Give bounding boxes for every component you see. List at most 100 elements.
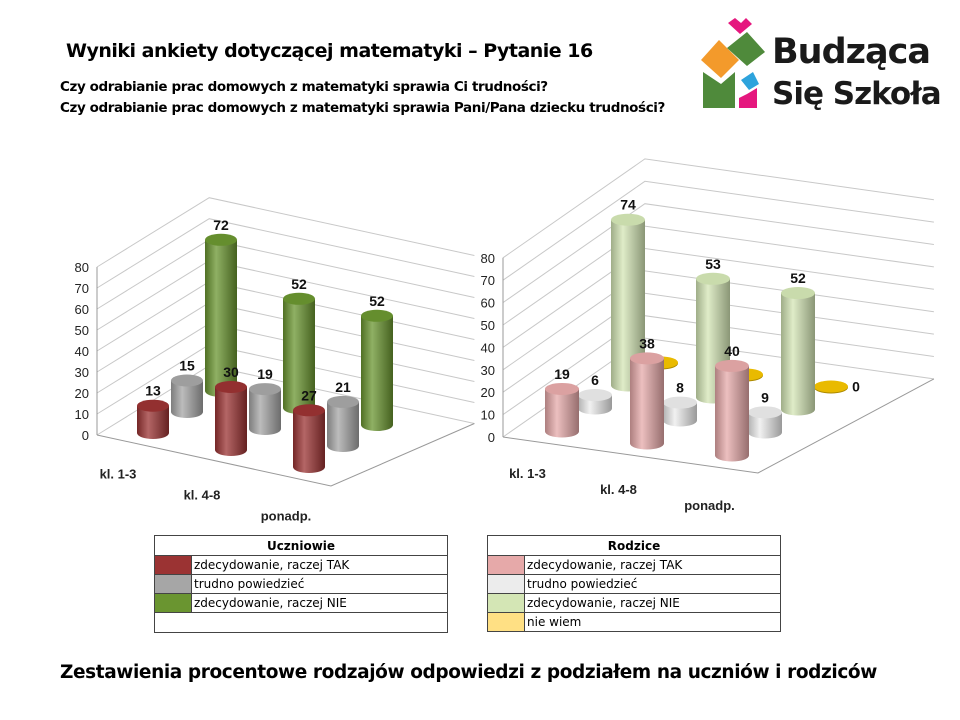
bar-body [293,410,325,473]
legend-parents: Rodzice zdecydowanie, raczej TAK trudno … [487,535,781,632]
y-tick-label: 70 [481,273,495,288]
logo-text-line1: Budząca [772,32,930,72]
legend-label: zdecydowanie, raczej NIE [524,593,781,613]
data-label: 0 [852,379,860,395]
y-tick-label: 40 [75,344,89,359]
data-label: 30 [223,364,239,380]
bar-top [663,396,697,409]
bar: 40 [715,343,749,462]
bar: 8 [663,380,697,427]
data-label: 27 [301,387,317,403]
category-label: ponadp. [684,498,735,513]
category-label: kl. 4-8 [184,488,221,503]
data-label: 13 [145,383,161,399]
bar-body [327,401,359,452]
bar-body [205,239,237,397]
y-tick-label: 50 [481,318,495,333]
bar-body [361,315,393,431]
bar-top [249,383,281,396]
y-tick-label: 80 [481,251,495,266]
bar-top [814,380,848,393]
bar-body [630,358,664,450]
legend-label: nie wiem [524,612,781,632]
bar-body [748,412,782,439]
bar-body [171,380,203,418]
bar: 74 [611,197,645,392]
bar-top [327,395,359,408]
y-tick-label: 30 [75,365,89,380]
legend-swatch [487,555,525,575]
logo-text-line2: Się Szkoła [772,76,940,112]
logo-green-piece [727,32,765,66]
bar-top [545,382,579,395]
y-tick-label: 10 [481,408,495,423]
legend-label: zdecydowanie, raczej TAK [524,555,781,575]
data-label: 52 [369,293,385,309]
category-label: kl. 1-3 [509,466,546,481]
bar-body [215,387,247,456]
y-tick-label: 30 [481,363,495,378]
bar: 52 [361,293,393,431]
bar-top [171,374,203,387]
data-label: 40 [724,343,740,359]
y-tick-label: 40 [481,340,495,355]
bar: 52 [781,270,815,416]
legend-item: trudno powiedzieć [154,574,448,594]
category-label: kl. 1-3 [100,467,137,482]
bar-top [293,404,325,417]
bar-top [630,352,664,365]
bar-top [578,389,612,402]
data-label: 15 [179,358,195,374]
bar: 0 [814,379,860,395]
category-label: ponadp. [261,509,312,524]
logo-pink-heart [728,18,752,34]
legend-swatch [487,593,525,613]
bar-body [137,405,169,439]
logo-blue-piece [741,72,759,90]
data-label: 21 [335,379,351,395]
bar: 19 [249,366,281,435]
bar: 6 [578,372,612,415]
legend-label: trudno powiedzieć [524,574,781,594]
legend-item: trudno powiedzieć [487,574,781,594]
data-label: 52 [790,270,806,286]
bar: 52 [283,276,315,414]
legend-title: Rodzice [487,535,781,556]
legend-swatch [154,593,192,613]
bar: 21 [327,379,359,452]
data-label: 74 [620,197,636,213]
y-tick-label: 70 [75,281,89,296]
bar: 27 [293,387,325,473]
bar-top [748,406,782,419]
legend-item: zdecydowanie, raczej TAK [487,555,781,575]
bar-top [137,399,169,412]
gridline [96,218,475,289]
gridline [502,158,934,259]
y-tick-label: 80 [75,260,89,275]
category-label: kl. 4-8 [600,482,637,497]
bar: 15 [171,358,203,418]
logo-green-base [703,72,735,108]
legend-label: zdecydowanie, raczej NIE [191,593,448,613]
legend-swatch [154,555,192,575]
data-label: 19 [554,366,570,382]
bar-body [611,219,645,392]
chart-parents: 0 10 20 30 40 50 60 70 80 kl. 1-3 kl. 4-8 ponadp. 0 7… [481,158,935,513]
bar-body [715,365,749,462]
data-label: 72 [213,217,229,233]
floor-edge [96,423,475,487]
gridline [96,197,475,268]
gridline [502,180,934,281]
legend-swatch [487,612,525,632]
slide-title: Wyniki ankiety dotyczącej matematyki – P… [66,40,593,62]
y-tick-label: 10 [75,407,89,422]
data-label: 19 [257,366,273,382]
bar: 38 [630,335,664,450]
legend-empty-row [154,612,448,633]
y-tick-label: 0 [82,428,89,443]
legend-item: zdecydowanie, raczej TAK [154,555,448,575]
slide-caption: Zestawienia procentowe rodzajów odpowied… [60,662,877,683]
bar: 13 [137,383,169,439]
bar-top [696,272,730,285]
bar: 19 [545,366,579,438]
